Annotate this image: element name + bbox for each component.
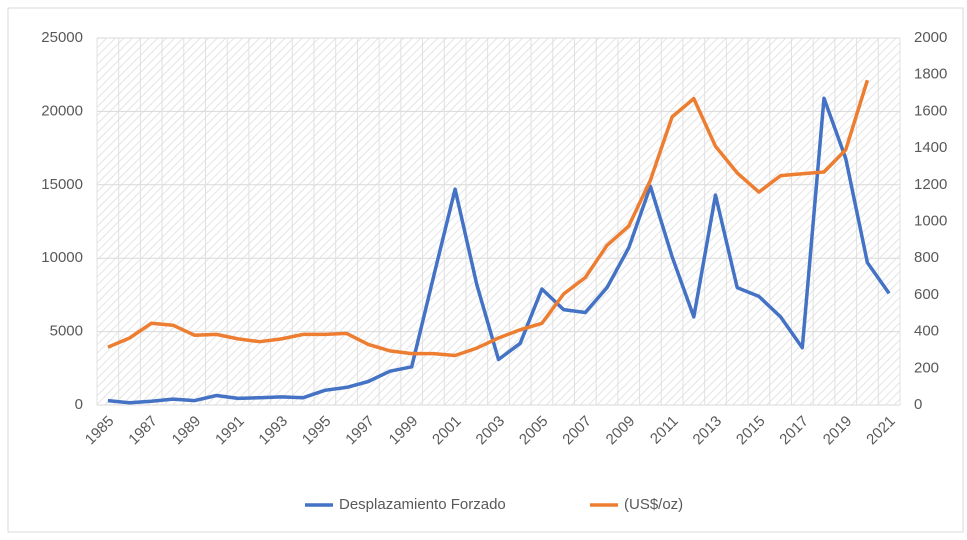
y2-tick-label: 800 [914, 249, 939, 266]
y2-tick-label: 2000 [914, 29, 947, 46]
y2-tick-label: 1000 [914, 212, 947, 229]
y2-tick-label: 1600 [914, 102, 947, 119]
y2-tick-label: 1400 [914, 139, 947, 156]
data-line [107, 79, 870, 358]
legend-label: Desplazamiento Forzado [339, 496, 506, 513]
y-tick-label: 5000 [50, 323, 83, 340]
plot-area [97, 38, 900, 405]
y2-tick-label: 400 [914, 323, 939, 340]
y-tick-label: 20000 [41, 102, 83, 119]
data-line [107, 96, 891, 405]
y-tick-label: 10000 [41, 249, 83, 266]
y2-tick-label: 600 [914, 286, 939, 303]
y2-tick-label: 1200 [914, 176, 947, 193]
y2-tick-label: 0 [914, 396, 922, 413]
y2-tick-label: 1800 [914, 66, 947, 83]
y-tick-label: 15000 [41, 176, 83, 193]
y-tick-label: 0 [75, 396, 83, 413]
legend-label: (US$/oz) [624, 496, 683, 513]
y2-tick-label: 200 [914, 359, 939, 376]
y-tick-label: 25000 [41, 29, 83, 46]
